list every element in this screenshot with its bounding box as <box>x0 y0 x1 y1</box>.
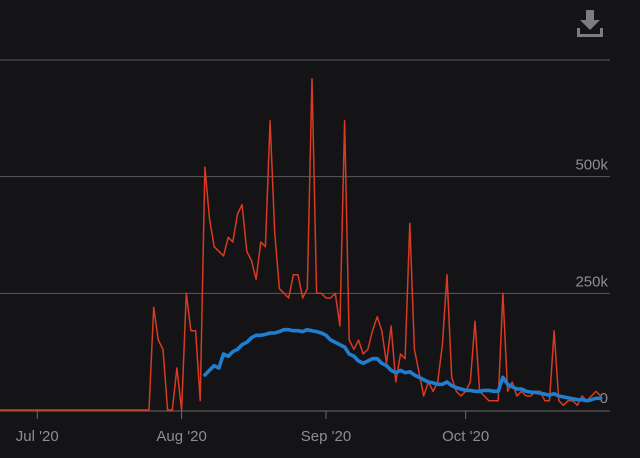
y-axis-ticks: 0 250k 500k <box>575 157 608 407</box>
download-button[interactable] <box>572 6 608 42</box>
x-tick-label: Sep '20 <box>301 428 351 445</box>
series-group <box>0 77 603 411</box>
series-line-average <box>203 327 603 403</box>
x-tick-label: Aug '20 <box>156 428 206 445</box>
y-tick-label: 0 <box>600 390 608 407</box>
series-line-daily <box>0 77 602 411</box>
y-tick-label: 500k <box>575 157 608 174</box>
x-tick-label: Jul '20 <box>16 428 59 445</box>
x-tick-label: Oct '20 <box>442 428 489 445</box>
download-icon <box>577 10 603 37</box>
grid-lines <box>0 59 610 294</box>
x-axis: Jul '20 Aug '20 Sep '20 Oct '20 <box>0 410 610 445</box>
y-tick-label: 250k <box>575 273 608 290</box>
